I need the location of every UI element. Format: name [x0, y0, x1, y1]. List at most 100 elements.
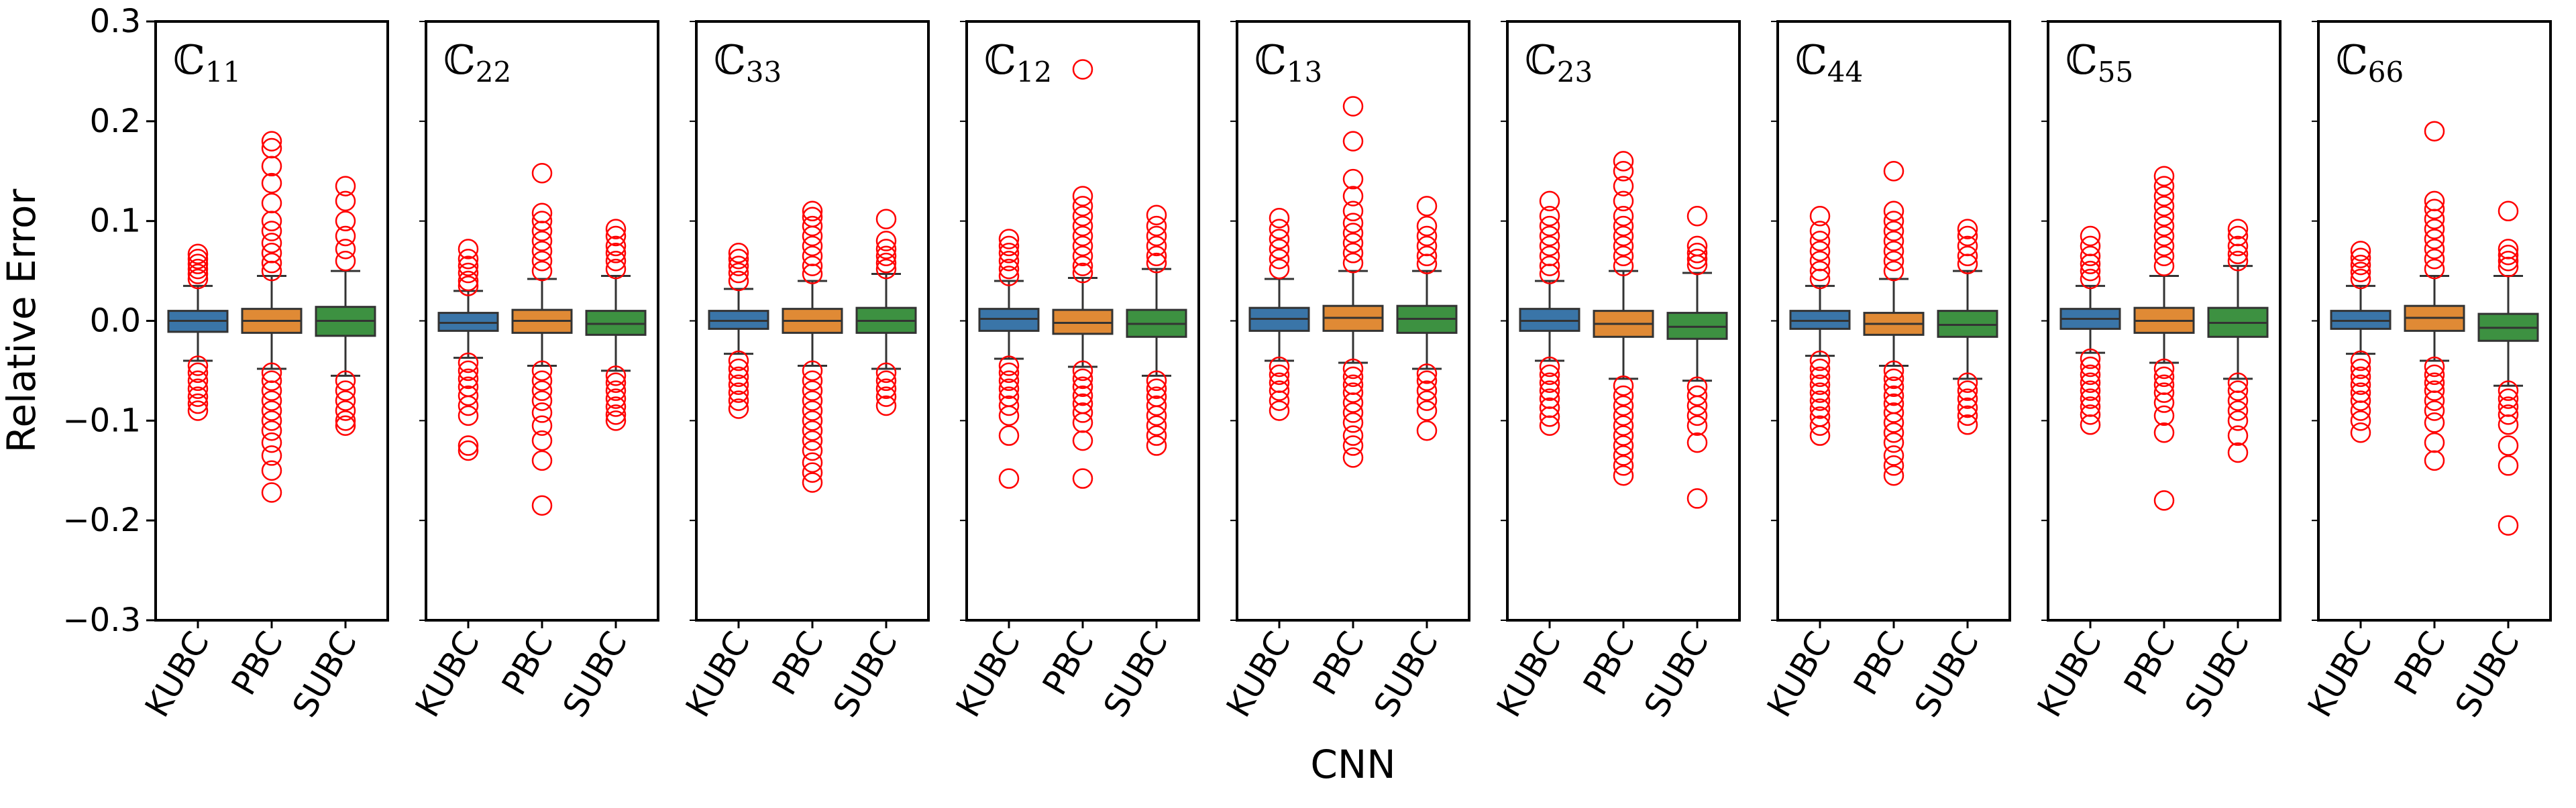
outlier-point [2153, 366, 2175, 388]
outlier-point [875, 245, 897, 267]
y-tick-label: 0.0 [90, 302, 141, 340]
outlier-point [802, 430, 823, 451]
x-tick-label: SUBC [2448, 625, 2528, 724]
outlier-point [1809, 415, 1831, 437]
outlier-point [605, 243, 627, 264]
outlier-point [2080, 245, 2101, 267]
outlier-point [728, 374, 749, 396]
outlier-point [1269, 219, 1290, 239]
outlier-point [2350, 268, 2371, 290]
outlier-point [2350, 374, 2371, 396]
outlier-point [2153, 186, 2175, 207]
outlier-point [187, 355, 209, 376]
box-pbc [1322, 96, 1384, 468]
outlier-point [1809, 425, 1831, 446]
x-tick-label: KUBC [2030, 625, 2109, 724]
outlier-point [2424, 209, 2445, 229]
outlier-point [875, 209, 897, 229]
outlier-point [1416, 420, 1438, 441]
outlier-point [1269, 364, 1290, 386]
x-tick-label: KUBC [138, 625, 217, 724]
outlier-point [1613, 455, 1634, 476]
outlier-point [1416, 400, 1438, 421]
outlier-point [531, 221, 553, 241]
outlier-point [531, 495, 553, 516]
outlier-point [261, 432, 282, 453]
outlier-point [998, 243, 1020, 264]
outlier-point [458, 405, 479, 426]
box-pbc [241, 131, 303, 503]
outlier-point [1342, 366, 1364, 388]
outlier-point [802, 200, 823, 222]
outlier-point [261, 211, 282, 231]
outlier-point [2080, 380, 2101, 401]
outlier-point [2424, 412, 2445, 433]
outlier-point [1146, 245, 1167, 267]
outlier-point [1883, 376, 1904, 397]
outlier-point [2227, 442, 2249, 463]
outlier-point [1809, 221, 1831, 241]
outlier-point [998, 258, 1020, 280]
outlier-point [2227, 390, 2249, 411]
outlier-point [2350, 422, 2371, 443]
outlier-point [1146, 205, 1167, 225]
outlier-point [1883, 161, 1904, 182]
outlier-point [1613, 375, 1634, 396]
outlier-point [1883, 360, 1904, 382]
outlier-point [1416, 215, 1438, 237]
outlier-point [335, 190, 356, 212]
x-tick-label: PBC [224, 625, 290, 701]
outlier-point [261, 192, 282, 214]
x-tick-label: SUBC [2178, 625, 2257, 724]
box-subc [1937, 219, 1998, 435]
outlier-point [531, 370, 553, 392]
outlier-point [1072, 402, 1093, 423]
outlier-point [261, 252, 282, 274]
outlier-point [875, 252, 897, 274]
outlier-point [1269, 390, 1290, 411]
outlier-point [1539, 225, 1560, 247]
outlier-point [802, 360, 823, 382]
outlier-point [2080, 253, 2101, 274]
outlier-point [335, 390, 356, 411]
outlier-point [2498, 200, 2519, 222]
outlier-point [1686, 415, 1708, 437]
x-tick-label: PBC [1305, 625, 1372, 701]
outlier-point [2080, 388, 2101, 409]
outlier-point [458, 360, 479, 382]
box-subc [1126, 205, 1187, 456]
outlier-point [875, 370, 897, 392]
x-tick-label: PBC [1035, 625, 1102, 701]
outlier-point [1342, 213, 1364, 233]
outlier-point [1613, 405, 1634, 426]
box-pbc [1593, 151, 1654, 486]
outlier-point [998, 229, 1020, 249]
outlier-point [458, 276, 479, 296]
outlier-point [2350, 241, 2371, 262]
outlier-point [1539, 215, 1560, 237]
outlier-point [1883, 200, 1904, 222]
outlier-point [1072, 215, 1093, 237]
outlier-point [1686, 405, 1708, 426]
outlier-point [2424, 121, 2445, 141]
outlier-point [802, 452, 823, 473]
panel-title: ℂ23 [1525, 37, 1593, 89]
outlier-point [261, 390, 282, 411]
outlier-point [1539, 356, 1560, 378]
outlier-point [1146, 405, 1167, 426]
outlier-point [261, 172, 282, 194]
outlier-point [261, 260, 282, 282]
panel-title: ℂ44 [1795, 37, 1863, 89]
x-tick-label: KUBC [2300, 625, 2379, 724]
outlier-point [998, 378, 1020, 399]
outlier-point [1686, 248, 1708, 270]
outlier-point [1883, 412, 1904, 433]
outlier-point [2153, 176, 2175, 196]
outlier-point [1957, 219, 1978, 239]
outlier-point [1342, 96, 1364, 117]
outlier-point [1957, 405, 1978, 426]
outlier-point [1957, 225, 1978, 247]
